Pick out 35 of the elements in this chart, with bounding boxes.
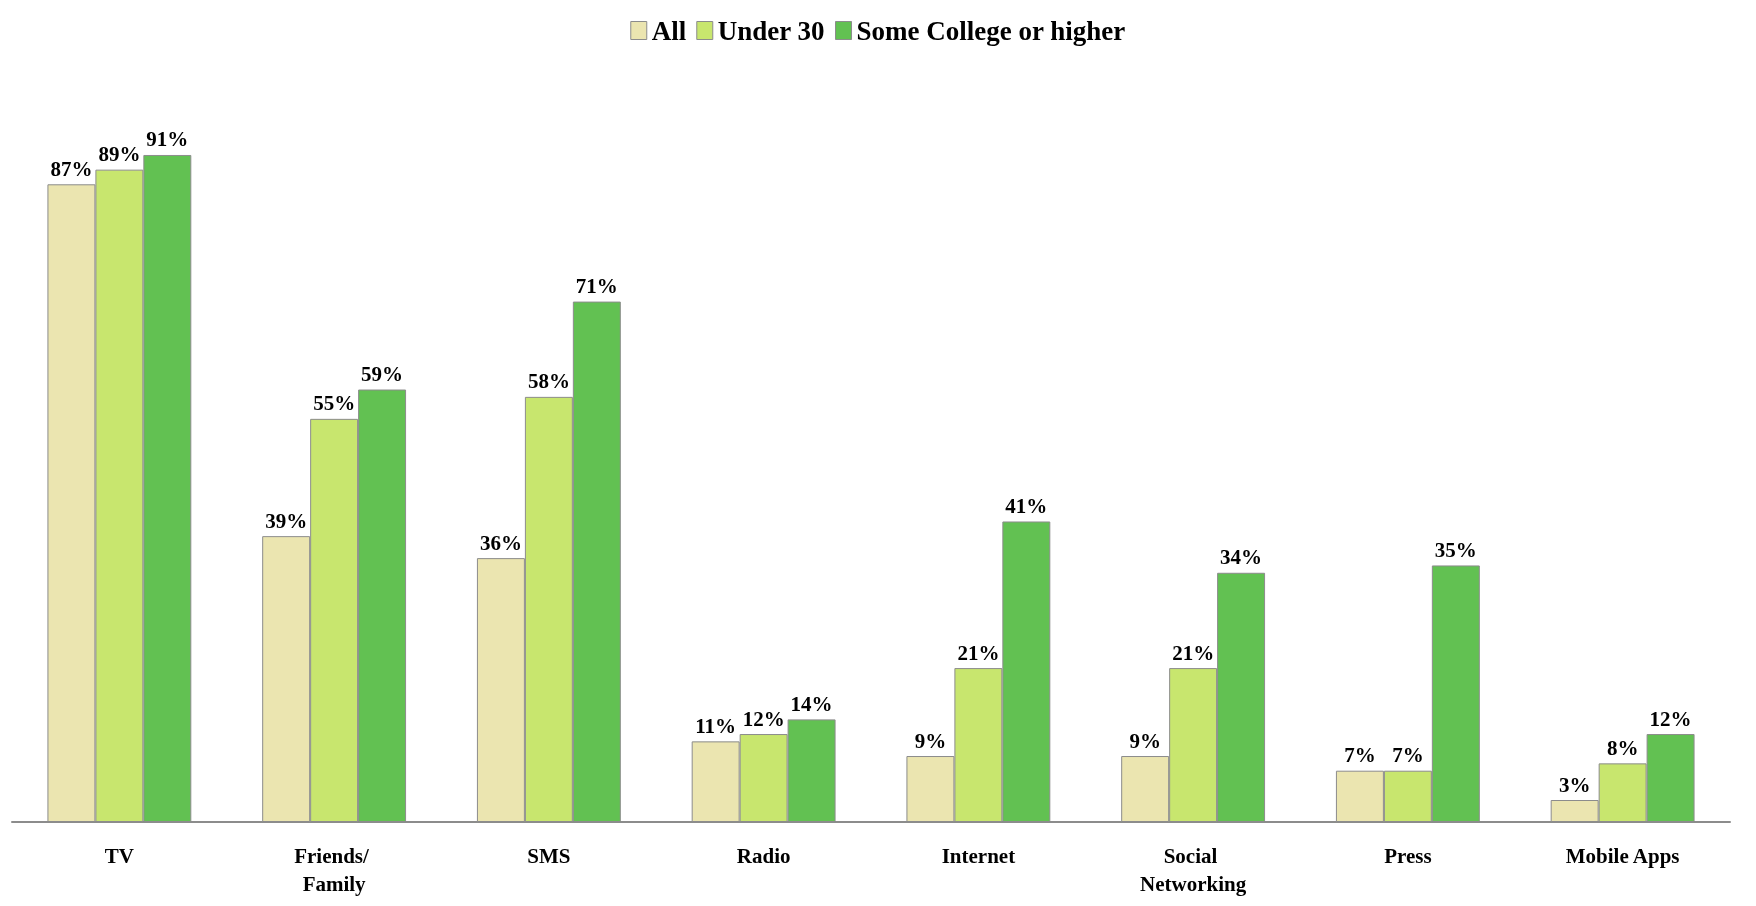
data-label: 21% <box>1172 640 1215 665</box>
x-tick-label: Social Networking <box>1140 844 1247 896</box>
x-tick-label: Radio <box>736 844 791 868</box>
data-label: 34% <box>1220 545 1263 570</box>
x-tick-label: SMS <box>527 844 571 868</box>
data-label: 12% <box>742 706 785 731</box>
data-label: 14% <box>790 691 833 716</box>
data-label: 55% <box>313 391 356 416</box>
data-label: 59% <box>361 362 404 387</box>
data-label: 87% <box>50 156 93 181</box>
data-label: 7% <box>1344 743 1376 768</box>
legend-label: All <box>651 15 687 46</box>
legend-label: Some College or higher <box>856 15 1126 46</box>
data-label: 8% <box>1606 735 1639 760</box>
data-label: 89% <box>98 142 141 167</box>
data-label: 7% <box>1392 743 1424 768</box>
data-label: 9% <box>1129 728 1161 753</box>
data-label: 35% <box>1434 537 1477 562</box>
x-tick-label: Internet <box>941 844 1016 868</box>
data-label: 21% <box>957 640 1000 665</box>
data-label: 3% <box>1558 772 1591 797</box>
data-label: 11% <box>695 713 737 738</box>
data-label: 9% <box>914 728 947 753</box>
data-label: 58% <box>527 369 570 394</box>
data-label: 91% <box>146 127 189 152</box>
legend-label: Under 30 <box>717 15 825 46</box>
x-tick-label: TV <box>104 844 134 868</box>
data-label: 36% <box>479 530 522 555</box>
x-tick-label: Press <box>1384 844 1432 868</box>
x-tick-label: Mobile Apps <box>1565 844 1680 868</box>
x-tick-label: Friends/ Family <box>294 844 375 896</box>
data-label: 71% <box>575 274 618 299</box>
data-label: 39% <box>265 508 308 533</box>
data-label: 12% <box>1649 706 1692 731</box>
data-label: 41% <box>1005 493 1048 518</box>
